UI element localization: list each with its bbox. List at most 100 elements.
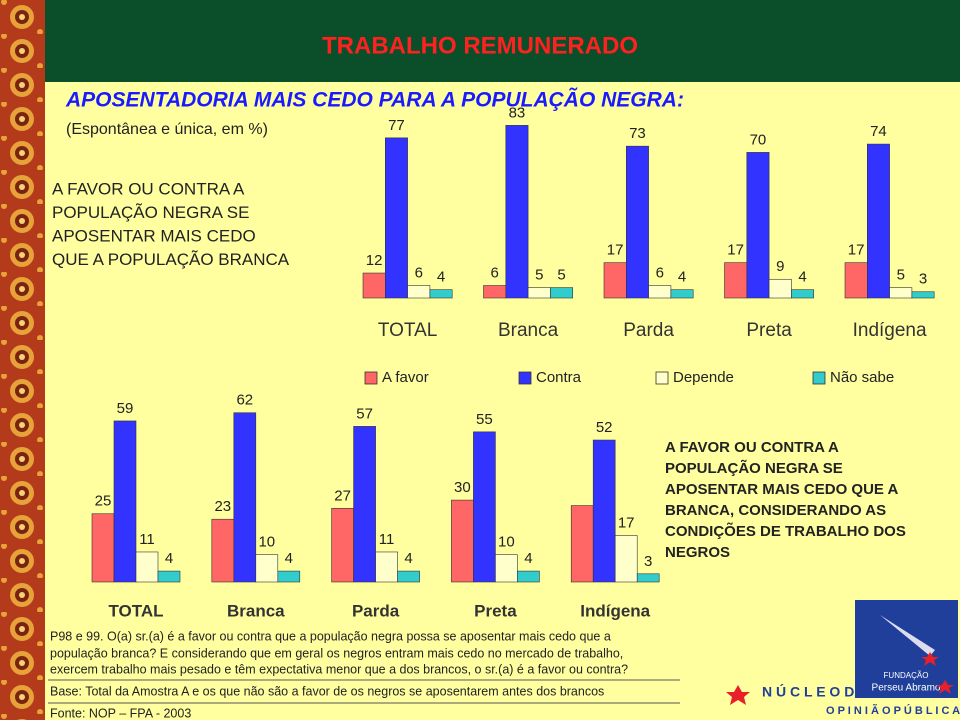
bar — [527, 287, 551, 299]
value-label: 30 — [454, 479, 471, 496]
value-label: 4 — [437, 269, 445, 286]
value-label: 17 — [607, 242, 624, 259]
value-label: 52 — [596, 419, 613, 436]
bar — [375, 551, 398, 583]
bar — [614, 535, 638, 583]
legend-swatch — [812, 371, 826, 385]
x-tick-label: Preta — [746, 320, 792, 341]
value-label: 4 — [165, 550, 173, 567]
bar — [768, 278, 792, 299]
question-text: QUE A POPULAÇÃO BRANCA — [52, 250, 290, 269]
logo-text: O P I N I Ã O P Ú B L I C A — [826, 704, 960, 717]
question-text: POPULAÇÃO NEGRA SE — [52, 203, 249, 222]
value-label: 5 — [897, 267, 905, 284]
question-text: A FAVOR OU CONTRA A — [52, 179, 245, 198]
value-label: 23 — [214, 498, 231, 515]
bar — [473, 431, 496, 583]
value-label: 62 — [236, 392, 253, 409]
value-label: 4 — [524, 550, 532, 567]
bar — [746, 152, 770, 299]
bar — [331, 507, 354, 583]
bar — [625, 145, 649, 299]
ornament-strip — [0, 0, 45, 720]
star — [921, 652, 939, 666]
value-label: 5 — [535, 267, 543, 284]
value-label: 10 — [498, 534, 515, 551]
value-label: 83 — [509, 104, 526, 121]
bar — [255, 554, 279, 583]
bar — [648, 285, 672, 299]
legend-swatch — [364, 371, 378, 385]
value-label: 5 — [557, 267, 565, 284]
question-text: NEGROS — [665, 544, 730, 561]
bar — [277, 570, 301, 583]
bar — [397, 570, 420, 583]
legend-swatch — [518, 371, 532, 385]
bar — [505, 125, 529, 299]
value-label: 27 — [334, 487, 351, 504]
x-tick-label: Indígena — [853, 320, 927, 341]
value-label: 17 — [848, 242, 865, 259]
subtitle: APOSENTADORIA MAIS CEDO PARA A POPULAÇÃO… — [65, 89, 684, 112]
legend-label: Contra — [536, 369, 582, 386]
bar — [791, 289, 815, 299]
question-text: A FAVOR OU CONTRA A — [665, 439, 839, 456]
bar — [157, 570, 181, 583]
bar — [636, 573, 660, 583]
bar — [592, 439, 616, 583]
value-label: 11 — [379, 531, 395, 548]
title: TRABALHO REMUNERADO — [322, 32, 638, 59]
header-band — [45, 0, 960, 82]
question-text: POPULAÇÃO NEGRA SE — [665, 459, 843, 477]
bar — [550, 287, 574, 299]
note: (Espontânea e única, em %) — [66, 121, 268, 138]
bar — [670, 289, 694, 299]
bar — [603, 262, 627, 299]
x-tick-label: Indígena — [580, 601, 650, 620]
value-label: 3 — [644, 553, 652, 570]
x-tick-label: Branca — [227, 601, 285, 620]
bar — [483, 285, 507, 299]
value-label: 3 — [919, 271, 927, 288]
bar — [353, 426, 376, 583]
legend-swatch — [655, 371, 669, 385]
bar — [407, 285, 431, 299]
value-label: 6 — [415, 264, 423, 281]
value-label: 6 — [656, 264, 664, 281]
value-label: 10 — [258, 534, 275, 551]
value-label: 4 — [678, 269, 686, 286]
x-tick-label: TOTAL — [378, 320, 437, 341]
x-tick-label: Parda — [352, 601, 400, 620]
footnote: exercem trabalho mais pesado e têm expec… — [50, 662, 628, 676]
bar — [495, 554, 518, 583]
value-label: 70 — [750, 131, 767, 148]
x-tick-label: TOTAL — [108, 601, 163, 620]
bar — [724, 262, 748, 299]
value-label: 57 — [356, 405, 373, 422]
value-label: 77 — [388, 117, 405, 134]
value-label: 4 — [285, 550, 293, 567]
bar — [211, 518, 235, 583]
value-label: 59 — [117, 400, 134, 417]
footnote: Base: Total da Amostra A e os que não sã… — [50, 684, 604, 698]
footnote: Fonte: NOP – FPA - 2003 — [50, 706, 191, 720]
bar — [844, 262, 868, 299]
value-label: 12 — [366, 252, 383, 269]
footnote: P98 e 99. O(a) sr.(a) é a favor ou contr… — [50, 629, 611, 643]
bar — [570, 505, 594, 583]
value-label: 17 — [618, 515, 635, 532]
logo-text: Perseu Abramo — [872, 683, 941, 694]
bar — [362, 272, 386, 299]
x-tick-label: Branca — [498, 320, 559, 341]
legend-label: Não sabe — [830, 369, 894, 386]
value-label: 25 — [95, 493, 112, 510]
star — [936, 680, 954, 694]
logo-text: N Ú C L E O D E — [762, 683, 868, 700]
question-text: APOSENTAR MAIS CEDO QUE A — [665, 481, 899, 498]
bar — [451, 499, 474, 583]
value-label: 9 — [776, 258, 784, 275]
logo-box — [855, 600, 958, 698]
logo-pen — [880, 615, 935, 656]
